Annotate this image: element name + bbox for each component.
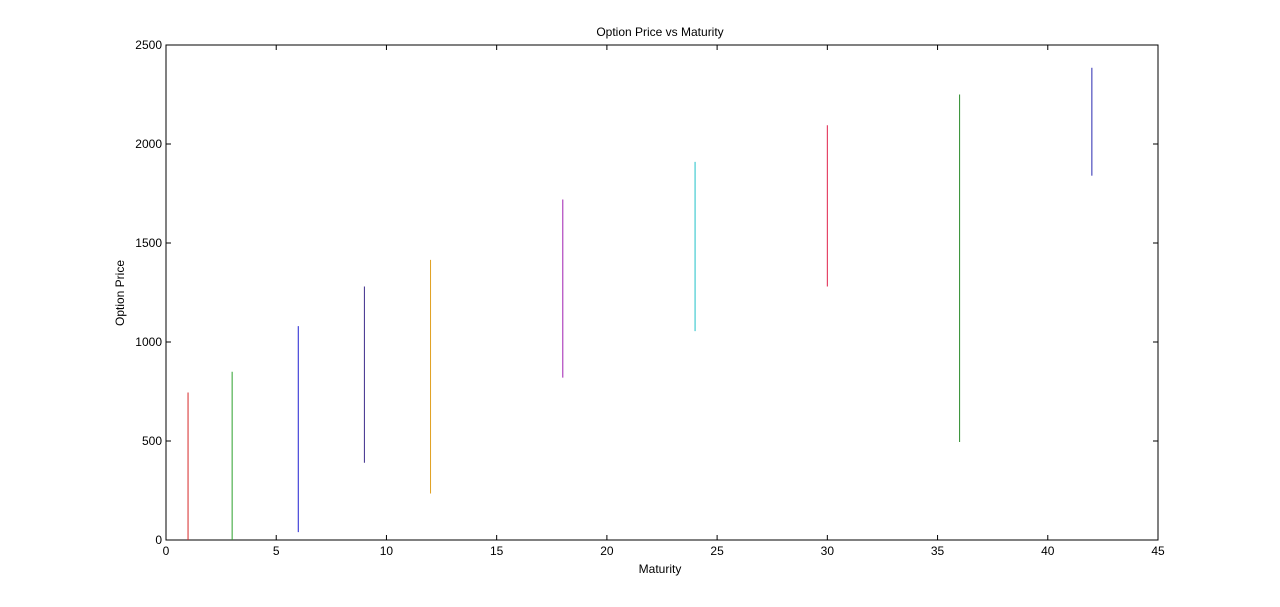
y-tick-label: 2500 [135, 38, 162, 52]
x-tick-label: 10 [380, 544, 394, 558]
x-tick-label: 40 [1041, 544, 1055, 558]
x-tick-label: 15 [490, 544, 504, 558]
y-tick-label: 0 [155, 533, 162, 547]
axes-frame [165, 44, 1159, 541]
x-axis-label: Maturity [639, 562, 682, 576]
y-tick-label: 1000 [135, 335, 162, 349]
x-tick-label: 25 [710, 544, 724, 558]
chart-title: Option Price vs Maturity [596, 25, 723, 39]
y-tick-label: 1500 [135, 236, 162, 250]
x-tick-label: 30 [821, 544, 835, 558]
plot-area: 0 5 10 15 20 25 30 35 40 45 0 500 1000 1500 2000 2500 [135, 38, 1165, 558]
x-tick-label: 45 [1151, 544, 1165, 558]
x-tick-label: 5 [273, 544, 280, 558]
y-tick-label: 500 [142, 434, 162, 448]
x-tick-label: 35 [931, 544, 945, 558]
x-tick-label: 20 [600, 544, 614, 558]
y-tick-label: 2000 [135, 137, 162, 151]
x-tick-label: 0 [163, 544, 170, 558]
y-axis-label: Option Price [113, 260, 127, 326]
